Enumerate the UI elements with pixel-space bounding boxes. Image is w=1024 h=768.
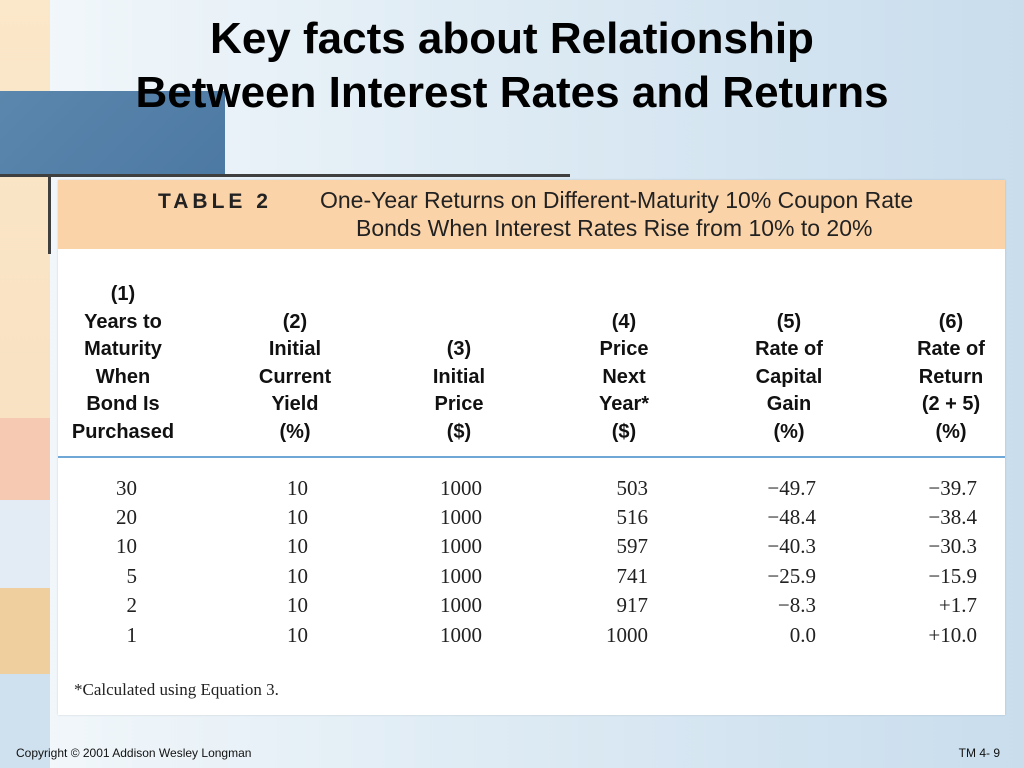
table-cell: 10 [287, 505, 308, 529]
table-cell: 10 [287, 564, 308, 588]
column-header-line: (3) [446, 338, 472, 360]
table-cell: 1000 [606, 623, 648, 647]
table-cell: 20 [116, 505, 137, 529]
column-header-line: Initial [432, 365, 486, 388]
table-cell: −40.3 [767, 534, 816, 558]
table-cell: 597 [616, 534, 649, 558]
table-cell: 10 [116, 534, 137, 558]
column-header: (3) Initial Price ($) [389, 281, 529, 446]
slide-title-line: Key facts about Relationship [210, 14, 814, 63]
table-cell: 10 [287, 476, 308, 500]
column-header-line: ($) [446, 420, 472, 443]
table-cell: 1000 [440, 623, 482, 647]
column-header: (2) Initial Current Yield (%) [225, 281, 365, 446]
table-cell: 516 [616, 505, 649, 529]
table-cell: −8.3 [777, 593, 816, 617]
column-header-line: Price [434, 393, 484, 415]
decorative-stripe [0, 588, 50, 674]
column-header-line: When [95, 365, 151, 388]
column-header: (1) Years to Maturity When Bond Is Purchased [53, 281, 193, 446]
table-cell: 1000 [440, 534, 482, 558]
decorative-stripe [0, 418, 50, 500]
table-cell: 1000 [440, 564, 482, 588]
column-header-line: (6) [938, 310, 964, 333]
column-header-line: (5) [776, 310, 802, 333]
table-cell: −25.9 [767, 564, 816, 588]
column-header-line: Return [918, 365, 984, 388]
table-cell: 1 [126, 623, 138, 647]
divider [0, 174, 570, 177]
table-cell: 2 [126, 593, 138, 617]
column-header-line: Maturity [84, 338, 162, 360]
table-cell: 30 [116, 476, 137, 500]
column-header: (5) Rate of Capital Gain (%) [719, 281, 859, 446]
table-cell: −48.4 [767, 505, 816, 529]
table-cell: +10.0 [928, 623, 977, 647]
column-header-line: (%) [935, 420, 967, 443]
column-header-line: (4) [611, 310, 637, 333]
table-cell: 10 [287, 623, 308, 647]
header-rule [58, 456, 1005, 458]
table-cell: −49.7 [767, 476, 816, 500]
table-cell: −38.4 [928, 505, 977, 529]
column-header-line: ($) [611, 420, 637, 443]
table-cell: −15.9 [928, 564, 977, 588]
slide-title-line: Between Interest Rates and Returns [135, 68, 889, 117]
column-header-line: Year* [598, 393, 650, 415]
column-header-line: Rate of [755, 338, 823, 360]
column-header-line: Purchased [71, 420, 175, 443]
table-caption-line: Bonds When Interest Rates Rise from 10% … [356, 215, 873, 241]
table-cell: 10 [287, 593, 308, 617]
table-cell: 5 [126, 564, 138, 588]
table-cell: 917 [616, 593, 649, 617]
column-header-line: Current [258, 365, 332, 388]
column-header-line: (1) [110, 283, 136, 305]
decorative-accent-block [0, 91, 225, 176]
table-cell: 1000 [440, 476, 482, 500]
table-cell: 1000 [440, 593, 482, 617]
column-header: (6) Rate of Return (2 + 5) (%) [881, 281, 1021, 446]
table-caption-banner: TABLE 2 One-Year Returns on Different-Ma… [58, 180, 1005, 249]
table-footnote: *Calculated using Equation 3. [74, 680, 279, 699]
table-label: TABLE 2 [158, 190, 272, 213]
column-header-line: (2 + 5) [921, 393, 981, 415]
table-cell: 0.0 [789, 623, 816, 647]
column-header-line: Yield [271, 393, 319, 415]
column-header-line: Price [599, 338, 649, 360]
column-header-line: (%) [279, 420, 311, 443]
column-header-line: (%) [773, 420, 805, 443]
decorative-stripe [0, 674, 50, 768]
table-cell: 1000 [440, 505, 482, 529]
column-header-line: Next [602, 365, 646, 388]
table-cell: 503 [616, 476, 649, 500]
table-caption-line: One-Year Returns on Different-Maturity 1… [320, 187, 914, 213]
column-header-line: Gain [766, 393, 812, 415]
decorative-stripe [0, 500, 50, 588]
table-cell: −39.7 [928, 476, 977, 500]
copyright-notice: Copyright © 2001 Addison Wesley Longman [16, 746, 252, 760]
data-table: TABLE 2 One-Year Returns on Different-Ma… [58, 180, 1005, 715]
column-header-line: Rate of [917, 338, 985, 360]
column-header: (4) Price Next Year* ($) [554, 281, 694, 446]
table-cell: 10 [287, 534, 308, 558]
column-header-line: (2) [282, 310, 308, 333]
column-header-line: Years to [84, 310, 162, 333]
column-header-line: Initial [268, 338, 322, 360]
slide-number: TM 4- 9 [958, 746, 1000, 760]
table-caption: One-Year Returns on Different-Maturity 1… [320, 186, 920, 242]
table-cell: 741 [616, 564, 649, 588]
divider [48, 176, 51, 254]
column-header-line: Capital [755, 365, 823, 388]
table-cell: −30.3 [928, 534, 977, 558]
table-cell: +1.7 [938, 593, 977, 617]
slide-title: Key facts about Relationship Between Int… [0, 12, 1024, 120]
column-header-line: Bond Is [86, 393, 160, 415]
